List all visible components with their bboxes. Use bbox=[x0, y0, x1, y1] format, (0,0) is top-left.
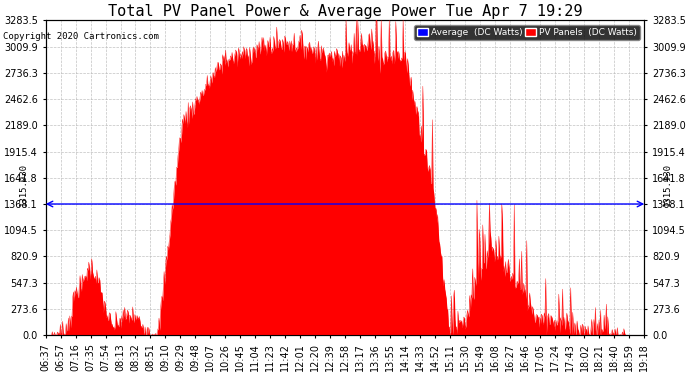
Text: 1315.930: 1315.930 bbox=[19, 163, 28, 206]
Legend: Average  (DC Watts), PV Panels  (DC Watts): Average (DC Watts), PV Panels (DC Watts) bbox=[414, 25, 640, 40]
Text: 1315.930: 1315.930 bbox=[662, 163, 671, 206]
Text: Copyright 2020 Cartronics.com: Copyright 2020 Cartronics.com bbox=[3, 32, 159, 41]
Title: Total PV Panel Power & Average Power Tue Apr 7 19:29: Total PV Panel Power & Average Power Tue… bbox=[108, 4, 582, 19]
